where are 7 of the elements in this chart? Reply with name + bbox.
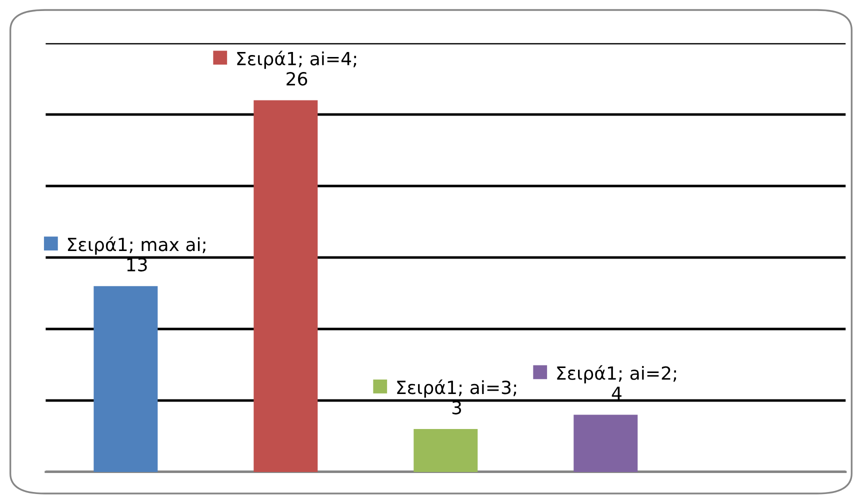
bar (574, 414, 638, 472)
bar (254, 100, 318, 472)
bar (414, 429, 478, 472)
data-label: Σειρά1; ai=4; 26 (237, 50, 356, 86)
data-label: Σειρά1; max ai; 13 (68, 236, 206, 272)
data-label: Σειρά1; ai=2; 4 (557, 365, 676, 400)
bar (94, 286, 158, 472)
